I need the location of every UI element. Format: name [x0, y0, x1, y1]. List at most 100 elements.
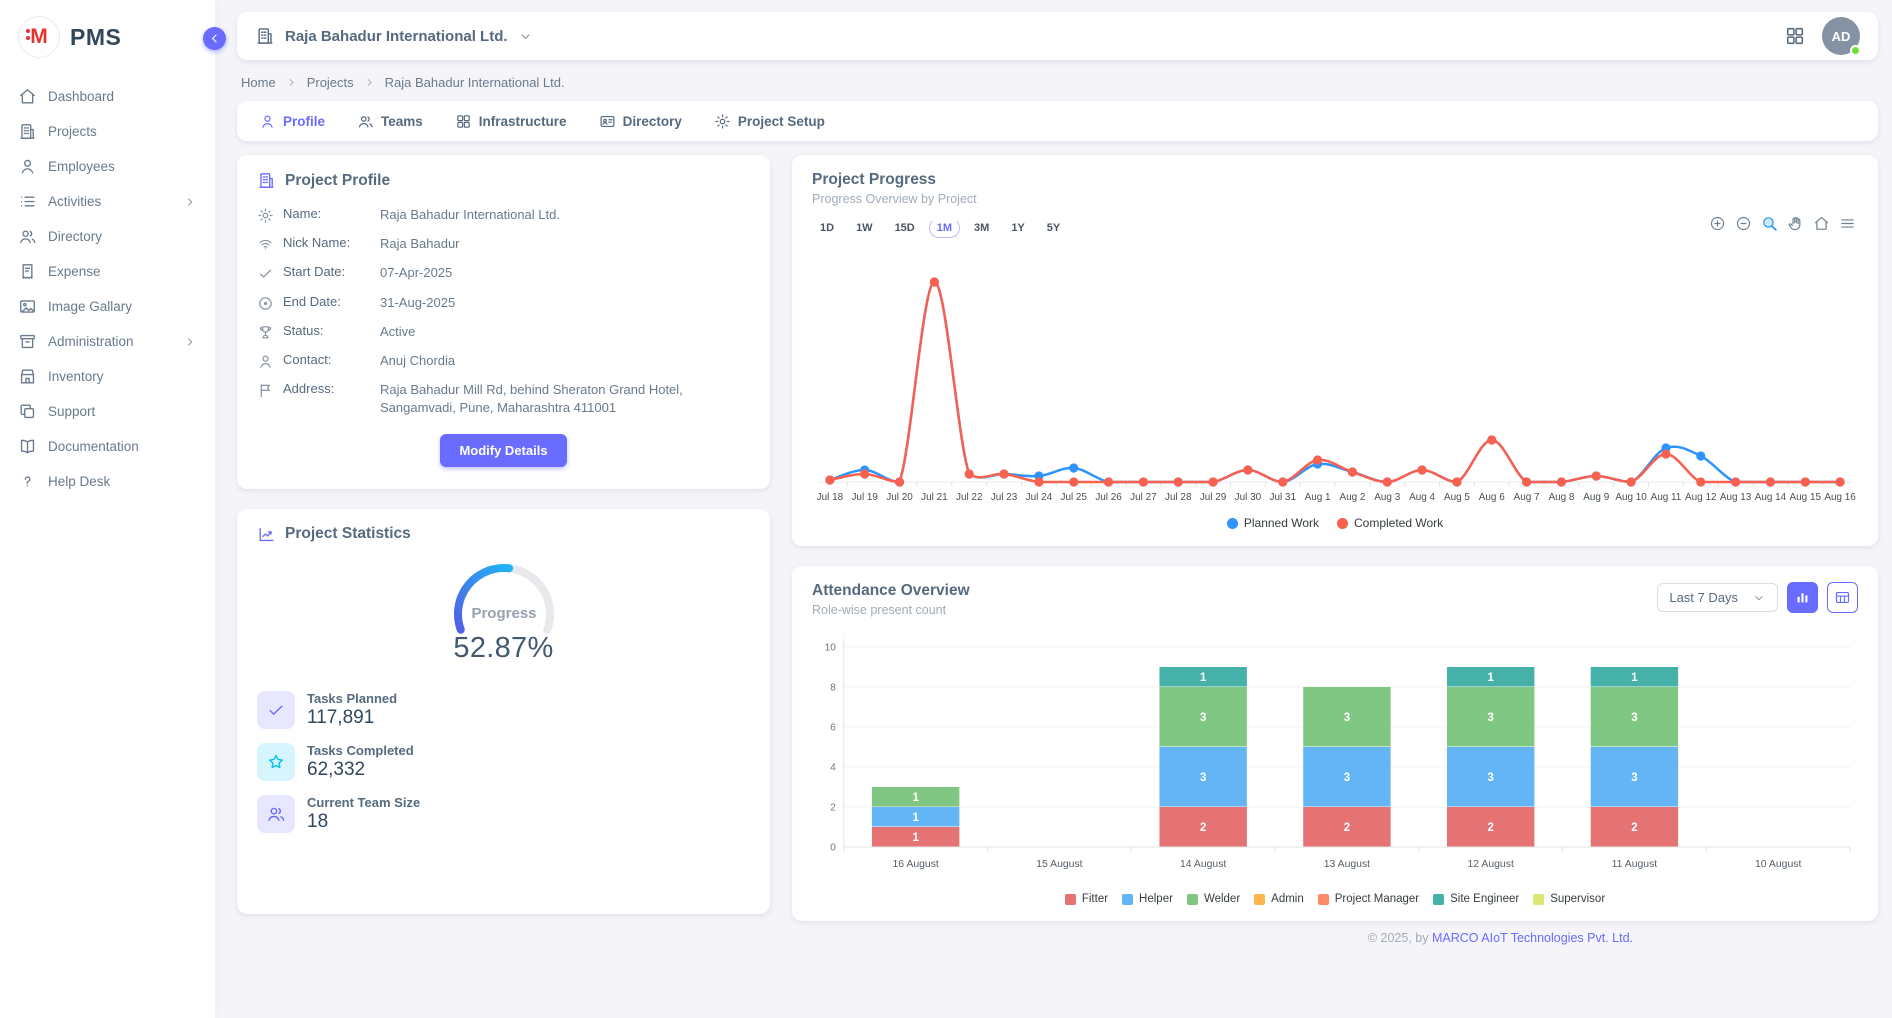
svg-text:Aug 8: Aug 8 [1548, 492, 1574, 503]
question-mark-icon [18, 472, 37, 491]
attendance-card-subtitle: Role-wise present count [812, 603, 970, 617]
legend-planned-work[interactable]: Planned Work [1227, 516, 1319, 530]
svg-text:1: 1 [1487, 672, 1494, 684]
menu-icon[interactable] [1839, 215, 1856, 232]
gear-icon [714, 113, 731, 130]
tab-infrastructure[interactable]: Infrastructure [441, 105, 581, 138]
gauge-value: 52.87% [453, 632, 553, 665]
modify-details-button[interactable]: Modify Details [440, 434, 566, 467]
legend-site-engineer[interactable]: Site Engineer [1433, 893, 1519, 905]
company-name: Raja Bahadur International Ltd. [285, 28, 508, 45]
receipt-icon [18, 262, 37, 281]
zoom-out-icon[interactable] [1735, 215, 1752, 232]
svg-text:Jul 22: Jul 22 [956, 492, 983, 503]
book-icon [18, 437, 37, 456]
sidebar-item-employees[interactable]: Employees [0, 150, 215, 183]
apps-grid-icon[interactable] [1784, 25, 1806, 47]
tab-project-setup[interactable]: Project Setup [700, 105, 839, 138]
tab-directory[interactable]: Directory [585, 105, 696, 138]
trophy-icon [257, 324, 274, 341]
bar-chart-legend: Fitter Helper Welder Admin Project Manag… [812, 893, 1858, 905]
time-range-selector: 1D 1W 15D 1M 3M 1Y 5Y [812, 218, 1858, 238]
sidebar-item-projects[interactable]: Projects [0, 115, 215, 148]
building-icon [255, 26, 275, 46]
range-1w[interactable]: 1W [848, 218, 881, 238]
range-3m[interactable]: 3M [966, 218, 997, 238]
legend-helper[interactable]: Helper [1122, 893, 1173, 905]
svg-text:12 August: 12 August [1468, 859, 1514, 870]
pan-icon[interactable] [1787, 215, 1804, 232]
svg-text:Aug 12: Aug 12 [1685, 492, 1717, 503]
sidebar-item-dashboard[interactable]: Dashboard [0, 80, 215, 113]
sidebar-collapse-button[interactable] [203, 27, 226, 50]
sidebar-item-administration[interactable]: Administration [0, 325, 215, 358]
sidebar-item-inventory[interactable]: Inventory [0, 360, 215, 393]
company-switcher[interactable]: Raja Bahadur International Ltd. [255, 26, 533, 46]
svg-text:1: 1 [912, 792, 919, 804]
svg-text:13 August: 13 August [1324, 859, 1370, 870]
footer-company-link[interactable]: MARCO AIoT Technologies Pvt. Ltd. [1432, 931, 1633, 945]
tab-profile[interactable]: Profile [245, 105, 339, 138]
range-1d[interactable]: 1D [812, 218, 842, 238]
sidebar-item-image-gallery[interactable]: Image Gallary [0, 290, 215, 323]
selection-zoom-icon[interactable] [1761, 215, 1778, 232]
svg-text:2: 2 [1200, 822, 1206, 834]
project-statistics-card: Project Statistics Progress 52.87% Tasks… [237, 509, 770, 914]
header-actions: AD [1784, 17, 1860, 55]
brand-name: PMS [70, 24, 121, 51]
svg-text:Aug 3: Aug 3 [1374, 492, 1400, 503]
svg-text:Aug 4: Aug 4 [1409, 492, 1435, 503]
sidebar-item-activities[interactable]: Activities [0, 185, 215, 218]
tab-teams[interactable]: Teams [343, 105, 437, 138]
stat-team-size: Current Team Size 18 [257, 795, 750, 833]
legend-admin[interactable]: Admin [1254, 893, 1304, 905]
user-avatar[interactable]: AD [1822, 17, 1860, 55]
user-icon [257, 353, 274, 370]
svg-text:8: 8 [830, 682, 836, 693]
legend-fitter[interactable]: Fitter [1065, 893, 1108, 905]
svg-text:Jul 28: Jul 28 [1165, 492, 1192, 503]
attendance-controls: Last 7 Days [1657, 582, 1858, 613]
sidebar-item-support[interactable]: Support [0, 395, 215, 428]
field-name: Name: Raja Bahadur International Ltd. [257, 206, 750, 224]
svg-text:Aug 10: Aug 10 [1615, 492, 1647, 503]
legend-project-manager[interactable]: Project Manager [1318, 893, 1419, 905]
reset-home-icon[interactable] [1813, 215, 1830, 232]
breadcrumb-projects[interactable]: Projects [307, 75, 354, 90]
bar-chart-view-button[interactable] [1787, 582, 1818, 613]
check-icon [257, 265, 274, 282]
svg-text:6: 6 [830, 722, 836, 733]
svg-text:1: 1 [912, 832, 919, 844]
svg-text:1: 1 [912, 812, 919, 824]
archive-icon [18, 332, 37, 351]
brand-logo[interactable]: M PMS [0, 0, 215, 72]
legend-welder[interactable]: Welder [1187, 893, 1240, 905]
table-view-button[interactable] [1827, 582, 1858, 613]
svg-text:Jul 23: Jul 23 [991, 492, 1018, 503]
zoom-in-icon[interactable] [1709, 215, 1726, 232]
svg-text:3: 3 [1487, 772, 1493, 784]
main-content: Raja Bahadur International Ltd. AD Home … [215, 0, 1892, 1018]
svg-text:Jul 29: Jul 29 [1200, 492, 1227, 503]
range-1y[interactable]: 1Y [1003, 218, 1032, 238]
building-icon [257, 171, 276, 190]
image-icon [18, 297, 37, 316]
svg-text:2: 2 [1344, 822, 1350, 834]
avatar-initials: AD [1832, 29, 1851, 44]
range-1m[interactable]: 1M [929, 218, 960, 238]
svg-text:2: 2 [1631, 822, 1637, 834]
sidebar-item-help-desk[interactable]: Help Desk [0, 465, 215, 498]
app-root: M PMS Dashboard Projects Employees Activ… [0, 0, 1892, 1018]
breadcrumb-home[interactable]: Home [241, 75, 276, 90]
svg-text:2: 2 [1487, 822, 1493, 834]
legend-completed-work[interactable]: Completed Work [1337, 516, 1443, 530]
range-5y[interactable]: 5Y [1039, 218, 1068, 238]
sidebar-item-directory[interactable]: Directory [0, 220, 215, 253]
range-15d[interactable]: 15D [887, 218, 923, 238]
date-range-select[interactable]: Last 7 Days [1657, 583, 1778, 612]
sidebar-item-expense[interactable]: Expense [0, 255, 215, 288]
svg-text:3: 3 [1344, 772, 1350, 784]
legend-supervisor[interactable]: Supervisor [1533, 893, 1605, 905]
svg-text:10 August: 10 August [1755, 859, 1801, 870]
sidebar-item-documentation[interactable]: Documentation [0, 430, 215, 463]
